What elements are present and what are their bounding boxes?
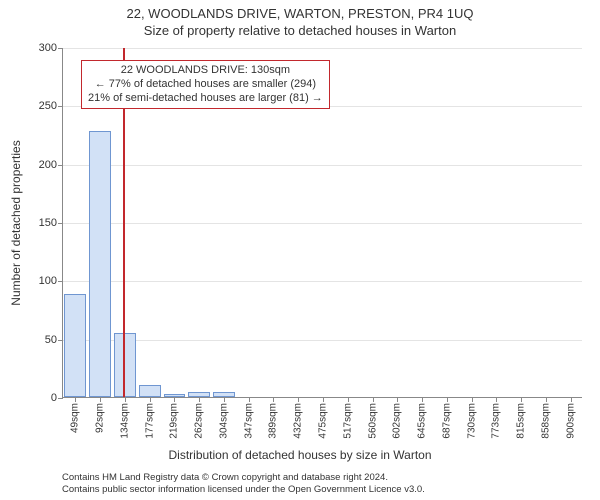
x-tick-label: 730sqm — [466, 403, 477, 439]
x-tick-mark — [546, 397, 547, 402]
x-tick-mark — [422, 397, 423, 402]
x-tick-mark — [298, 397, 299, 402]
x-tick-mark — [75, 397, 76, 402]
x-tick-label: 900sqm — [565, 403, 576, 439]
x-tick-label: 687sqm — [441, 403, 452, 439]
y-tick-label: 300 — [39, 42, 63, 54]
histogram-bar — [114, 333, 136, 397]
x-tick-mark — [397, 397, 398, 402]
x-tick-label: 602sqm — [392, 403, 403, 439]
x-tick-label: 815sqm — [516, 403, 527, 439]
x-tick-mark — [273, 397, 274, 402]
x-tick-label: 177sqm — [144, 403, 155, 439]
x-tick-label: 389sqm — [268, 403, 279, 439]
x-tick-label: 517sqm — [342, 403, 353, 439]
x-tick-mark — [100, 397, 101, 402]
footer-line-1: Contains HM Land Registry data © Crown c… — [62, 472, 425, 484]
x-tick-label: 773sqm — [491, 403, 502, 439]
x-tick-mark — [496, 397, 497, 402]
info-line-3: 21% of semi-detached houses are larger (… — [88, 92, 323, 106]
x-tick-mark — [521, 397, 522, 402]
info-box: 22 WOODLANDS DRIVE: 130sqm ← 77% of deta… — [81, 60, 330, 109]
x-tick-mark — [174, 397, 175, 402]
x-tick-label: 49sqm — [70, 403, 81, 433]
y-tick-label: 250 — [39, 100, 63, 112]
x-tick-mark — [571, 397, 572, 402]
x-tick-label: 134sqm — [119, 403, 130, 439]
y-tick-label: 150 — [39, 217, 63, 229]
x-tick-label: 92sqm — [95, 403, 106, 433]
grid-line — [63, 223, 582, 224]
histogram-bar — [89, 131, 111, 397]
x-tick-mark — [125, 397, 126, 402]
grid-line — [63, 340, 582, 341]
histogram-bar — [139, 385, 161, 397]
grid-line — [63, 165, 582, 166]
y-tick-label: 50 — [45, 334, 63, 346]
info-line-2: ← 77% of detached houses are smaller (29… — [88, 78, 323, 92]
histogram-bar — [64, 294, 86, 397]
x-tick-label: 304sqm — [218, 403, 229, 439]
x-tick-mark — [447, 397, 448, 402]
y-tick-label: 200 — [39, 159, 63, 171]
y-tick-label: 0 — [51, 392, 63, 404]
footer: Contains HM Land Registry data © Crown c… — [62, 472, 425, 496]
grid-line — [63, 48, 582, 49]
x-tick-label: 858sqm — [540, 403, 551, 439]
x-tick-label: 560sqm — [367, 403, 378, 439]
info-line-1: 22 WOODLANDS DRIVE: 130sqm — [88, 64, 323, 78]
x-tick-label: 645sqm — [417, 403, 428, 439]
x-tick-label: 475sqm — [318, 403, 329, 439]
x-tick-mark — [373, 397, 374, 402]
x-tick-mark — [199, 397, 200, 402]
grid-line — [63, 281, 582, 282]
chart-title: 22, WOODLANDS DRIVE, WARTON, PRESTON, PR… — [0, 0, 600, 21]
plot-area: 22 WOODLANDS DRIVE: 130sqm ← 77% of deta… — [62, 48, 582, 398]
x-tick-label: 347sqm — [243, 403, 254, 439]
x-tick-mark — [249, 397, 250, 402]
x-tick-mark — [472, 397, 473, 402]
y-axis-label: Number of detached properties — [9, 140, 23, 305]
x-tick-mark — [224, 397, 225, 402]
x-axis-label: Distribution of detached houses by size … — [0, 448, 600, 462]
chart-container: { "title": "22, WOODLANDS DRIVE, WARTON,… — [0, 0, 600, 500]
x-tick-mark — [348, 397, 349, 402]
chart-subtitle: Size of property relative to detached ho… — [0, 21, 600, 38]
x-tick-label: 219sqm — [169, 403, 180, 439]
x-tick-mark — [323, 397, 324, 402]
footer-line-2: Contains public sector information licen… — [62, 484, 425, 496]
x-tick-mark — [150, 397, 151, 402]
y-tick-label: 100 — [39, 275, 63, 287]
x-tick-label: 432sqm — [293, 403, 304, 439]
x-tick-label: 262sqm — [194, 403, 205, 439]
